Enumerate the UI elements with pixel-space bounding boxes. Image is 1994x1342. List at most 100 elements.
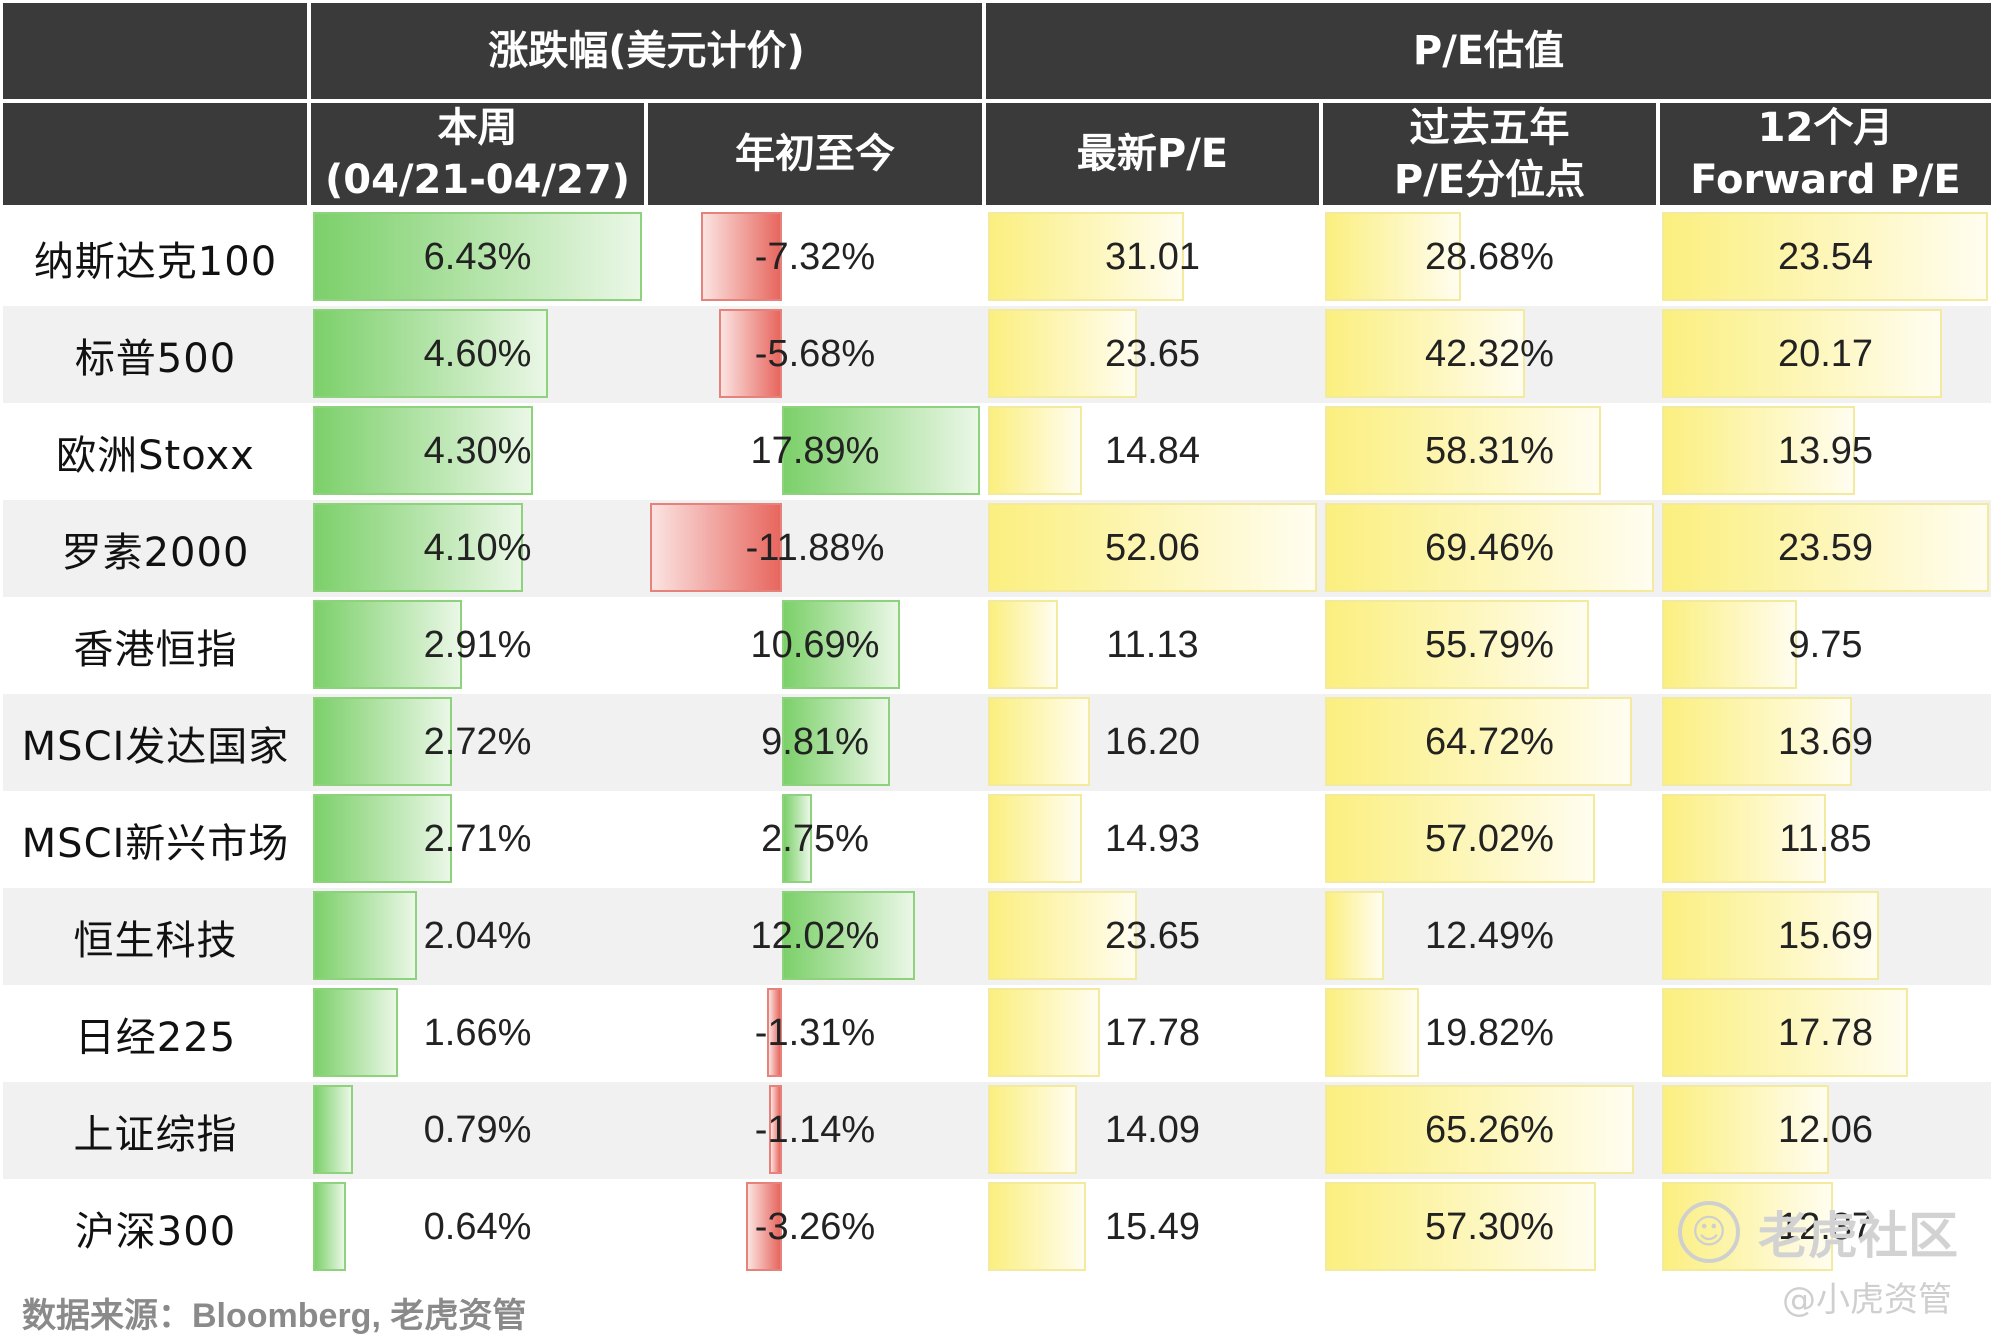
value-label-fwd: 12.37: [1777, 1206, 1874, 1248]
value-label-pct: 42.32%: [1425, 333, 1554, 375]
value-label-fwd: 23.59: [1777, 527, 1874, 569]
bar-week: [313, 891, 418, 980]
value-label-week: 2.91%: [423, 624, 532, 666]
value-label-ytd: -3.26%: [754, 1206, 876, 1248]
value-label-pct: 12.49%: [1425, 915, 1554, 957]
header-week-line2: (04/21-04/27): [324, 157, 631, 203]
bar-percentile: [1325, 406, 1602, 495]
value-label-week: 0.64%: [423, 1206, 532, 1248]
header-corner-2: [3, 103, 307, 205]
bar-pe: [988, 503, 1317, 592]
bar-week: [313, 309, 549, 398]
value-label-fwd: 20.17: [1777, 333, 1874, 375]
source-note: 数据来源：Bloomberg, 老虎资管: [22, 1297, 527, 1335]
header-forward-line2: Forward P/E: [1690, 157, 1961, 203]
header-forward-pe: 12个月 Forward P/E: [1660, 103, 1991, 205]
bar-week: [313, 697, 453, 786]
value-label-ytd: -5.68%: [754, 333, 876, 375]
row-label: 日经225: [74, 1014, 237, 1061]
value-label-pct: 58.31%: [1425, 430, 1554, 472]
bar-forward-pe: [1662, 503, 1989, 592]
bar-forward-pe: [1662, 212, 1989, 301]
bar-ytd-negative: [718, 309, 782, 398]
bar-ytd-negative: [650, 503, 782, 592]
bar-percentile: [1325, 1085, 1635, 1174]
value-label-pct: 28.68%: [1425, 236, 1554, 278]
bar-pe: [988, 309, 1138, 398]
value-label-week: 1.66%: [423, 1012, 532, 1054]
bar-percentile: [1325, 600, 1590, 689]
value-label-ytd: 10.69%: [750, 624, 880, 666]
row-label: 纳斯达克100: [33, 238, 278, 285]
bar-pe: [988, 794, 1083, 883]
value-label-week: 2.04%: [423, 915, 532, 957]
value-label-pe: 14.09: [1104, 1109, 1201, 1151]
row-label: 标普500: [74, 335, 237, 382]
row-label: MSCI发达国家: [21, 723, 290, 770]
bar-week: [313, 1182, 346, 1271]
bar-pe: [988, 212, 1184, 301]
bar-week: [313, 988, 398, 1077]
value-label-ytd: -7.32%: [754, 236, 876, 278]
bar-pe: [988, 697, 1091, 786]
value-label-week: 2.72%: [423, 721, 532, 763]
table-row: 日经225 1.66% -1.31% 17.78 19.82% 17.78: [3, 985, 1991, 1082]
value-label-pe: 17.78: [1104, 1012, 1201, 1054]
table-row: 香港恒指 2.91% 10.69% 11.13 55.79% 9.75: [3, 597, 1991, 694]
value-label-ytd: 2.75%: [761, 818, 869, 860]
bar-percentile: [1325, 697, 1632, 786]
value-label-pct: 55.79%: [1425, 624, 1554, 666]
row-label: 上证综指: [73, 1111, 238, 1158]
value-label-week: 4.30%: [423, 430, 532, 472]
value-label-fwd: 9.75: [1788, 624, 1863, 666]
header-percentile-line2: P/E分位点: [1393, 157, 1586, 203]
value-label-week: 4.60%: [423, 333, 532, 375]
header-ytd: 年初至今: [648, 103, 982, 205]
bar-forward-pe: [1662, 600, 1798, 689]
header-week: 本周 (04/21-04/27): [311, 103, 644, 205]
bar-ytd-positive: [781, 697, 891, 786]
value-label-ytd: 9.81%: [761, 721, 869, 763]
value-label-pct: 19.82%: [1425, 1012, 1554, 1054]
value-label-week: 2.71%: [423, 818, 532, 860]
row-label: 罗素2000: [61, 529, 250, 576]
table-row: MSCI发达国家 2.72% 9.81% 16.20 64.72% 13.69: [3, 694, 1991, 791]
value-label-pct: 65.26%: [1425, 1109, 1554, 1151]
bar-percentile: [1325, 1182, 1597, 1271]
bar-ytd-positive: [781, 891, 915, 980]
value-label-pct: 64.72%: [1425, 721, 1554, 763]
row-label: 香港恒指: [73, 626, 238, 673]
row-label: 沪深300: [74, 1208, 237, 1255]
value-label-fwd: 12.06: [1777, 1109, 1874, 1151]
table-row: 上证综指 0.79% -1.14% 14.09 65.26% 12.06: [3, 1082, 1991, 1179]
table-row: 标普500 4.60% -5.68% 23.65 42.32% 20.17: [3, 306, 1991, 403]
bar-ytd-negative: [700, 212, 782, 301]
value-label-fwd: 13.69: [1777, 721, 1874, 763]
value-label-ytd: 12.02%: [750, 915, 880, 957]
value-label-week: 0.79%: [423, 1109, 532, 1151]
bar-pe: [988, 988, 1101, 1077]
bar-ytd-positive: [781, 406, 980, 495]
table-row: 恒生科技 2.04% 12.02% 23.65 12.49% 15.69: [3, 888, 1991, 985]
bar-forward-pe: [1662, 794, 1827, 883]
bar-pe: [988, 1182, 1086, 1271]
value-label-week: 4.10%: [423, 527, 532, 569]
header-forward-line1: 12个月: [1757, 105, 1894, 151]
bar-week: [313, 794, 452, 883]
header-group-change: 涨跌幅(美元计价): [311, 3, 982, 99]
bar-ytd-negative: [769, 1085, 782, 1174]
value-label-fwd: 11.85: [1779, 818, 1872, 860]
bar-pe: [988, 891, 1138, 980]
bar-forward-pe: [1662, 891, 1880, 980]
bar-week: [313, 406, 533, 495]
row-label: MSCI新兴市场: [21, 820, 290, 867]
watermark: ☺ 老虎社区: [1678, 1196, 1958, 1268]
bar-percentile: [1325, 891, 1385, 980]
bar-week: [313, 600, 462, 689]
value-label-ytd: 17.89%: [750, 430, 880, 472]
value-label-pe: 23.65: [1104, 915, 1201, 957]
value-label-pct: 69.46%: [1425, 527, 1554, 569]
header-week-line1: 本周: [437, 105, 518, 151]
row-label: 欧洲Stoxx: [56, 432, 255, 479]
value-label-fwd: 15.69: [1777, 915, 1874, 957]
